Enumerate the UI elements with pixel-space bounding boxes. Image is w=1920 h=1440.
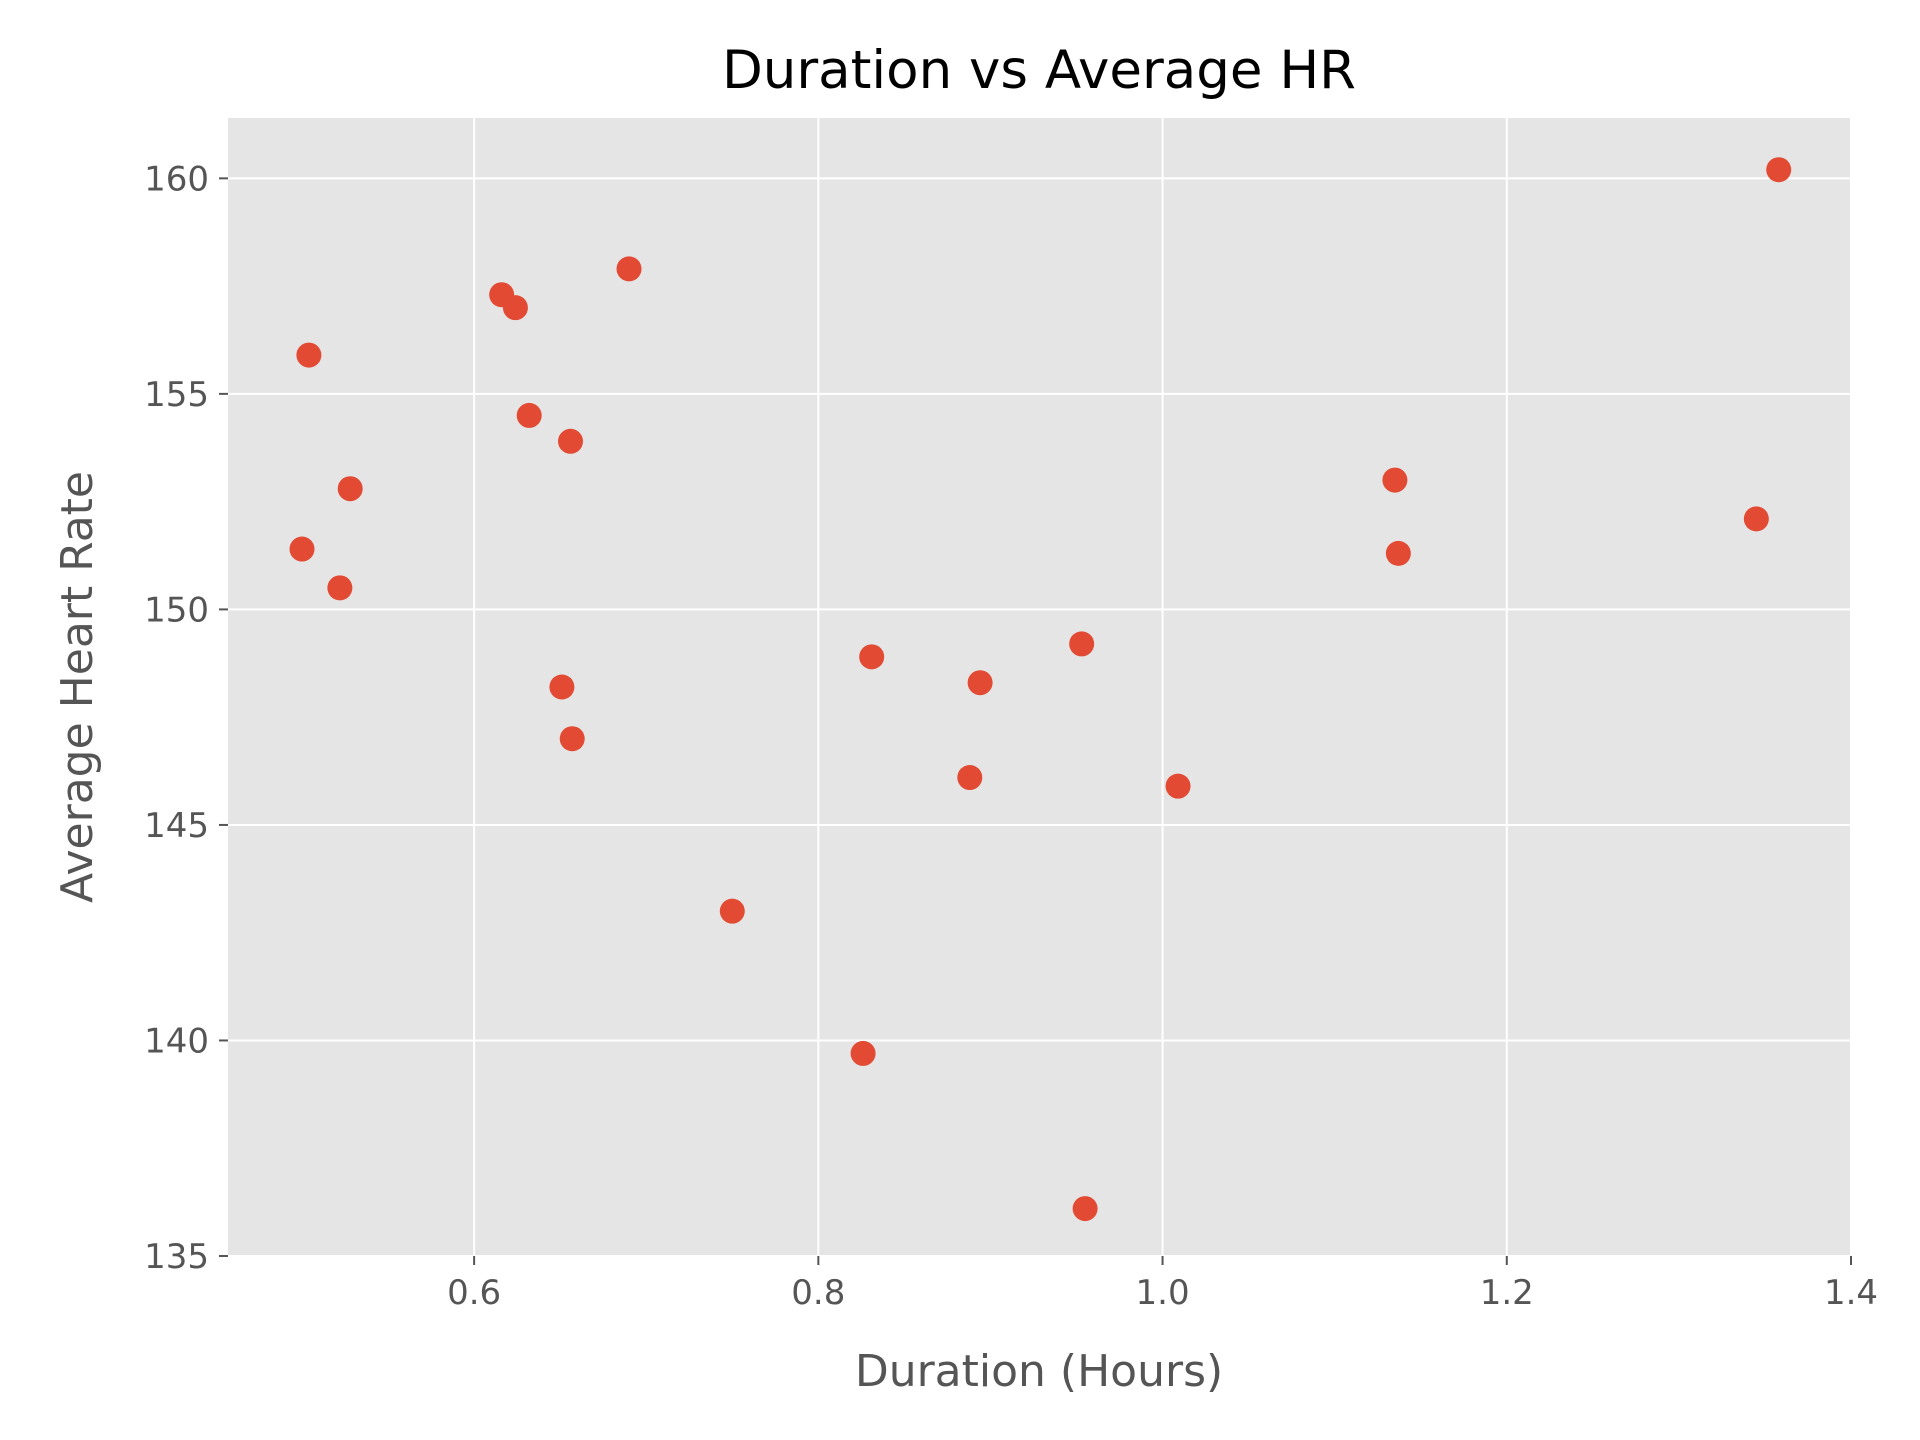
data-point <box>957 765 983 791</box>
x-tick-label: 1.0 <box>1136 1273 1190 1313</box>
data-point <box>616 256 642 282</box>
chart-title: Duration vs Average HR <box>722 40 1356 101</box>
x-tick-label: 0.8 <box>791 1273 845 1313</box>
data-point <box>327 575 353 601</box>
data-point <box>296 342 322 368</box>
y-tick-label: 145 <box>144 806 209 846</box>
data-point <box>1165 773 1191 799</box>
x-tick-label: 0.6 <box>447 1273 501 1313</box>
data-point <box>549 674 575 700</box>
plot-area <box>228 118 1851 1256</box>
grid-lines <box>228 118 1852 1257</box>
data-point <box>967 670 993 696</box>
data-point <box>557 428 583 454</box>
data-point <box>559 726 585 752</box>
axis-ticks: 0.6 0.8 1.0 1.2 1.4 135 140 145 150 155 160 <box>144 159 1878 1313</box>
data-point <box>850 1040 876 1066</box>
data-point <box>289 536 315 562</box>
data-point <box>1385 540 1411 566</box>
data-point <box>1072 1196 1098 1222</box>
data-point <box>1766 157 1792 183</box>
data-point <box>1382 467 1408 493</box>
data-point <box>516 402 542 428</box>
y-tick-label: 155 <box>144 375 209 415</box>
data-point <box>337 476 363 502</box>
y-tick-label: 140 <box>144 1021 209 1061</box>
x-axis-label: Duration (Hours) <box>855 1346 1223 1397</box>
data-point <box>859 644 885 670</box>
data-point <box>719 898 745 924</box>
x-tick-label: 1.2 <box>1480 1273 1534 1313</box>
y-tick-label: 135 <box>144 1237 209 1277</box>
data-point <box>1069 631 1095 657</box>
y-tick-label: 160 <box>144 159 209 199</box>
y-tick-label: 150 <box>144 590 209 630</box>
y-axis-label: Average Heart Rate <box>52 471 103 903</box>
data-points <box>289 157 1792 1222</box>
x-tick-label: 1.4 <box>1824 1273 1878 1313</box>
data-point <box>1743 506 1769 532</box>
data-point <box>502 295 528 321</box>
